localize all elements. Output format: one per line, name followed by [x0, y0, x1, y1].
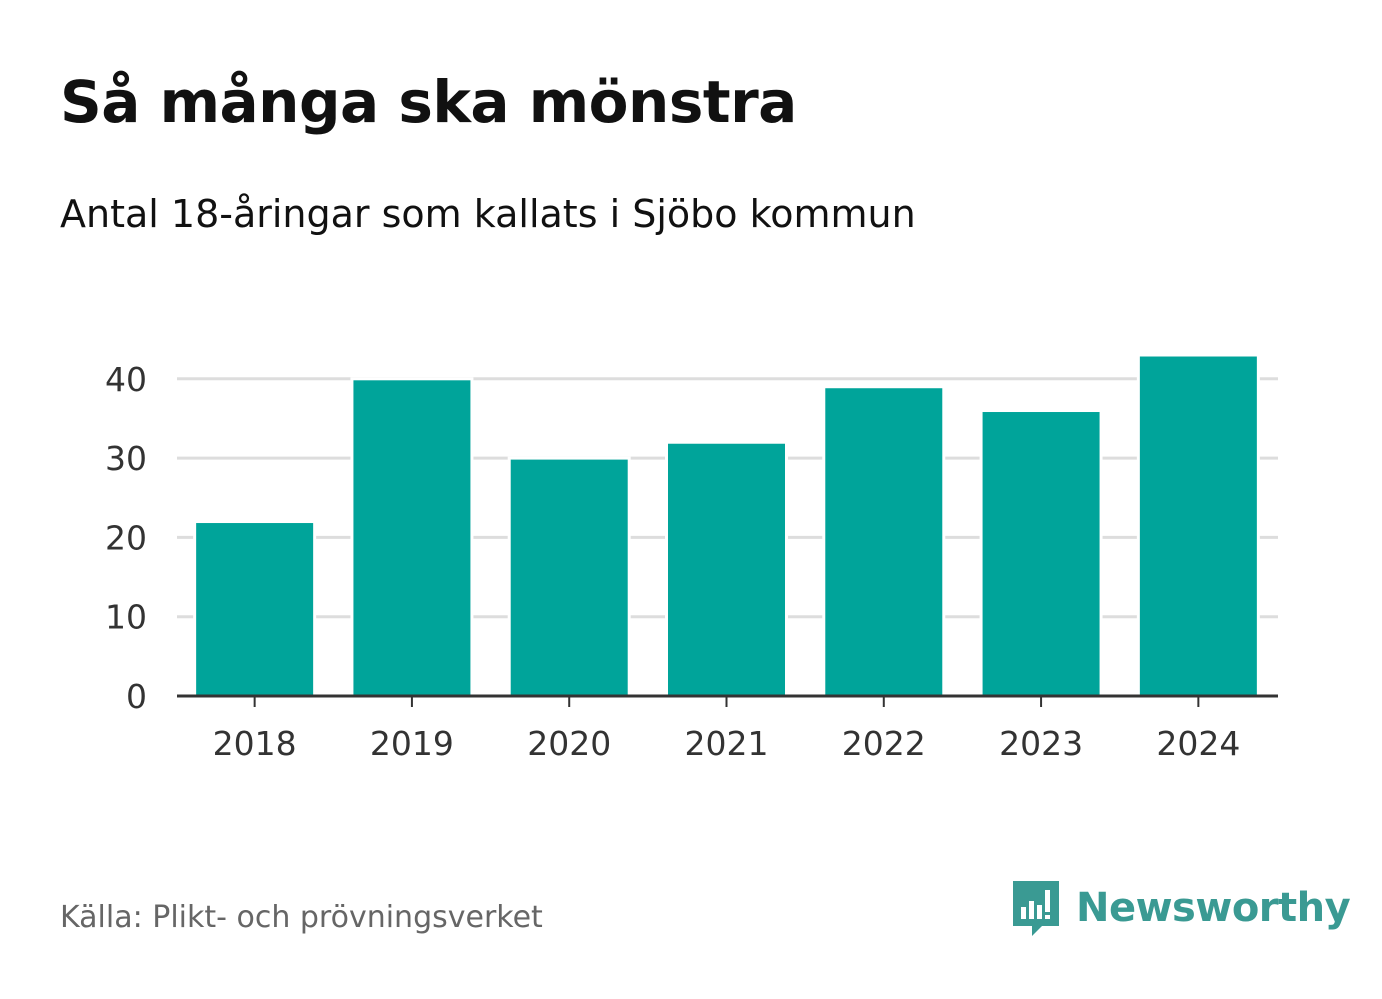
x-tick-label-2023: 2023	[999, 724, 1083, 763]
bar-2023	[979, 409, 1103, 698]
source-note: Källa: Plikt- och prövningsverket	[60, 900, 543, 935]
bar-2022	[822, 385, 946, 698]
bar-2020	[507, 456, 631, 698]
x-tick-label-2021: 2021	[685, 724, 769, 763]
brand-name: Newsworthy	[1076, 885, 1351, 931]
newsworthy-logo: Newsworthy	[1010, 878, 1351, 938]
y-tick-label-40: 40	[105, 360, 147, 399]
x-tick-label-2022: 2022	[842, 724, 926, 763]
chart-subtitle: Antal 18-åringar som kallats i Sjöbo kom…	[60, 192, 916, 236]
x-tick-label-2018: 2018	[213, 724, 297, 763]
y-tick-label-0: 0	[126, 677, 147, 716]
x-tick-label-2020: 2020	[527, 724, 611, 763]
axes: 0 10 20 30 40 2018 2019 2020 2021 2022 2023 2024	[105, 360, 1278, 763]
bar-2019	[350, 377, 474, 698]
y-tick-label-10: 10	[105, 598, 147, 637]
bars	[193, 353, 1260, 698]
y-tick-label-20: 20	[105, 518, 147, 557]
x-tick-label-2019: 2019	[370, 724, 454, 763]
x-tick-label-2024: 2024	[1156, 724, 1240, 763]
y-tick-label-30: 30	[105, 439, 147, 478]
chart-title: Så många ska mönstra	[60, 68, 797, 136]
bar-2021	[665, 440, 788, 698]
bar-2024	[1136, 353, 1260, 698]
bar-2018	[193, 520, 317, 698]
newsworthy-logo-icon	[1013, 881, 1059, 936]
